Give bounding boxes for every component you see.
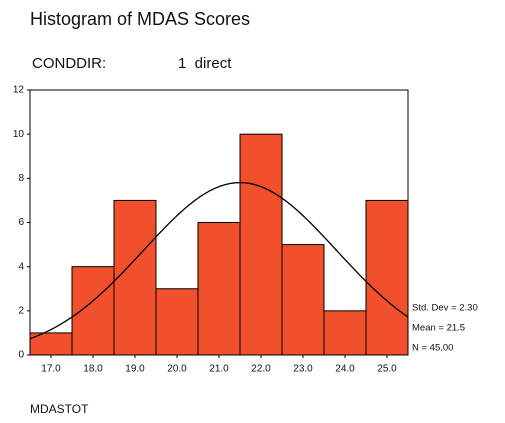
- stat-label: N = 45.00: [412, 343, 453, 354]
- x-tick-label: 23.0: [293, 364, 313, 375]
- bar: [155, 288, 199, 356]
- chart-title: Histogram of MDAS Scores: [30, 9, 250, 29]
- filter-label: CONDDIR:: [32, 55, 106, 72]
- x-tick-label: 19.0: [125, 364, 145, 375]
- bar: [281, 244, 325, 356]
- x-axis-label: MDASTOT: [30, 402, 89, 416]
- y-tick-label: 6: [18, 217, 24, 228]
- y-tick-label: 10: [13, 129, 25, 140]
- x-tick-label: 25.0: [377, 364, 397, 375]
- x-tick-label: 20.0: [167, 364, 187, 375]
- x-tick-label: 22.0: [251, 364, 271, 375]
- normal-curve: [29, 181, 409, 340]
- stat-label: Mean = 21.5: [412, 323, 465, 334]
- filter-value: 1 direct: [178, 55, 232, 72]
- y-tick-label: 0: [18, 350, 24, 361]
- y-tick-label: 2: [18, 305, 24, 316]
- x-tick-label: 17.0: [41, 364, 61, 375]
- y-tick-label: 4: [18, 261, 24, 272]
- bar: [365, 199, 409, 356]
- bar: [113, 199, 157, 356]
- bar: [71, 266, 115, 356]
- x-tick-label: 24.0: [335, 364, 355, 375]
- y-tick-label: 8: [18, 173, 24, 184]
- plot-area: 0 2 4 6 8 10 12 17.0 18.0 19.0 20.0 21.0 22.0 23.0 24.…: [13, 85, 478, 375]
- y-tick-label: 12: [13, 85, 25, 96]
- stat-label: Std. Dev = 2.30: [412, 303, 478, 314]
- bar: [323, 310, 367, 356]
- bar: [197, 222, 241, 356]
- bar: [239, 133, 283, 356]
- x-tick-label: 21.0: [209, 364, 229, 375]
- x-tick-label: 18.0: [83, 364, 103, 375]
